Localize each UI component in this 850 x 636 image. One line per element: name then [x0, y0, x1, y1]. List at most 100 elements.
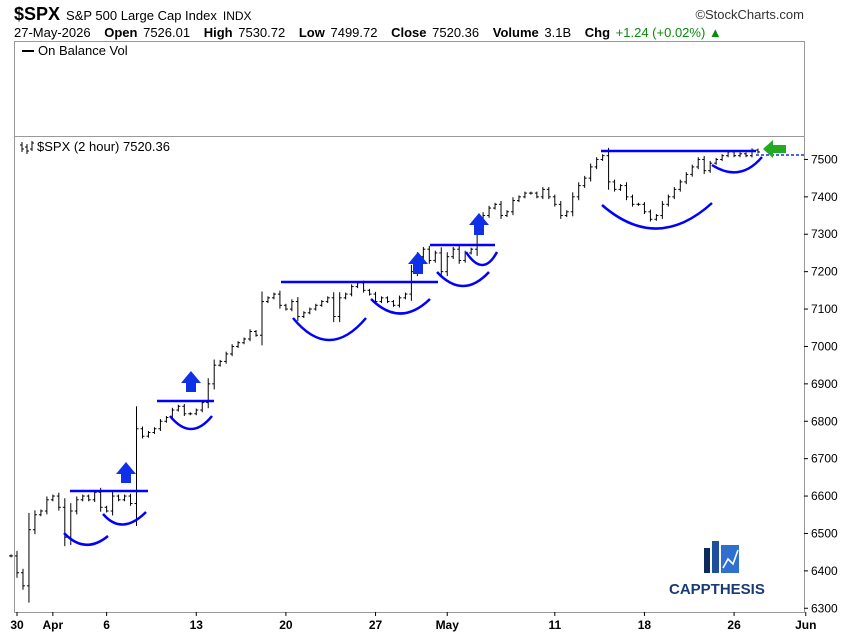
cup-curve-1a	[63, 532, 109, 546]
ohlc-bar	[493, 202, 498, 210]
close-value: 7520.36	[432, 25, 480, 40]
ohlc-bar	[265, 296, 270, 304]
brand[interactable]: ©StockCharts.com	[695, 7, 804, 22]
ohlc-bar	[528, 191, 533, 195]
ohlc-bar	[236, 341, 241, 348]
ohlc-bar	[433, 250, 438, 263]
open-label: Open	[104, 25, 138, 40]
ohlc-bar	[38, 509, 43, 517]
ohlc-bar	[403, 292, 408, 300]
obv-panel-frame	[14, 41, 805, 137]
obv-panel-label: On Balance Vol	[38, 43, 128, 58]
ohlc-bar	[588, 163, 593, 182]
ohlc-bar	[678, 179, 683, 192]
quote-date: 27-May-2026	[14, 25, 91, 40]
ohlc-bar	[9, 554, 14, 558]
ohlc-bar	[606, 147, 611, 190]
ohlc-bar	[20, 568, 25, 590]
ohlc-bar	[636, 202, 641, 206]
ohlc-bar	[696, 157, 701, 170]
ohlc-bar	[690, 164, 695, 177]
ohlc-bar	[522, 191, 527, 199]
ohlc-bar	[564, 210, 569, 218]
index-name: S&P 500 Large Cap Index	[66, 8, 217, 23]
ohlc-bar	[122, 494, 127, 502]
ohlc-bar	[140, 426, 145, 439]
ohlc-bar	[487, 205, 492, 218]
x-tick-label: 18	[638, 618, 652, 632]
ohlc-bar	[738, 152, 743, 158]
ohlc-bar	[660, 200, 665, 219]
chg-value: +1.24 (+0.02%)	[615, 25, 706, 40]
ohlc-bar	[134, 406, 139, 526]
ohlc-bar	[624, 182, 629, 201]
ohlc-bar	[110, 491, 115, 516]
ohlc-bar	[74, 496, 79, 515]
ohlc-bar	[744, 152, 749, 158]
breakout-up-arrow-2	[181, 371, 201, 392]
ohlc-bar	[534, 191, 539, 199]
ohlc-bar	[104, 505, 109, 513]
y-tick-label: 6600	[811, 489, 838, 503]
y-tick-label: 7000	[811, 339, 838, 353]
ohlc-bars	[9, 147, 760, 603]
ohlc-bar	[188, 412, 193, 416]
x-tick-label: Apr	[43, 618, 64, 632]
y-tick-label: 6800	[811, 414, 838, 428]
ohlc-bar	[283, 303, 288, 311]
ohlc-bar	[672, 187, 677, 200]
chart-header-quote: 27-May-2026 Open 7526.01 High 7530.72 Lo…	[14, 25, 722, 40]
breakout-up-arrows	[116, 213, 489, 483]
cup-curve-5a	[601, 202, 713, 230]
ohlc-bar	[152, 427, 157, 434]
breakout-up-arrow-3	[408, 252, 428, 274]
price-legend-icon	[20, 141, 34, 154]
x-tick-label: 26	[727, 618, 741, 632]
y-tick-label: 7500	[811, 152, 838, 166]
chg-up-icon: ▲	[708, 25, 722, 40]
ohlc-bar	[684, 172, 689, 185]
x-tick-label: Jun	[795, 618, 816, 632]
volume-value: 3.1B	[544, 25, 572, 40]
high-value: 7530.72	[238, 25, 286, 40]
ohlc-bar	[116, 494, 121, 502]
ohlc-bar	[146, 430, 151, 438]
price-panel-label: $SPX (2 hour) 7520.36	[37, 139, 170, 154]
breakout-up-arrow-4	[469, 213, 489, 235]
ohlc-bar	[80, 494, 85, 502]
exchange: INDX	[222, 9, 252, 23]
x-tick-label: 20	[279, 618, 293, 632]
current-price-arrow	[763, 140, 786, 158]
ohlc-bar	[546, 187, 551, 200]
ohlc-bar	[367, 288, 372, 296]
ohlc-bar	[206, 378, 211, 409]
ohlc-bar	[397, 295, 402, 308]
ohlc-bar	[349, 284, 354, 297]
y-tick-label: 6300	[811, 601, 838, 615]
ohlc-bar	[469, 247, 474, 255]
ohlc-bar	[755, 148, 760, 154]
ohlc-bar	[331, 292, 336, 323]
low-value: 7499.72	[330, 25, 378, 40]
capp-thesis-logo[interactable]: CAPPTHESIS	[669, 541, 765, 598]
y-tick-label: 7200	[811, 265, 838, 279]
ohlc-bar	[194, 408, 199, 416]
pattern-annotations	[63, 149, 763, 546]
open-value: 7526.01	[143, 25, 191, 40]
ohlc-bar	[319, 300, 324, 307]
ohlc-bar	[200, 400, 205, 413]
ohlc-bar	[50, 494, 55, 502]
ohlc-bar	[540, 187, 545, 200]
breakout-up-arrow-1	[116, 462, 136, 483]
cup-curve-4b	[464, 251, 499, 267]
ohlc-bar	[642, 202, 647, 215]
cup-curve-1b	[102, 511, 147, 526]
ohlc-bar	[164, 416, 169, 423]
ohlc-bar	[337, 292, 342, 323]
ohlc-bar	[451, 246, 456, 259]
ohlc-bar	[325, 296, 330, 304]
ohlc-bar	[708, 160, 713, 173]
ohlc-bar	[385, 296, 390, 304]
y-tick-label: 7400	[811, 190, 838, 204]
